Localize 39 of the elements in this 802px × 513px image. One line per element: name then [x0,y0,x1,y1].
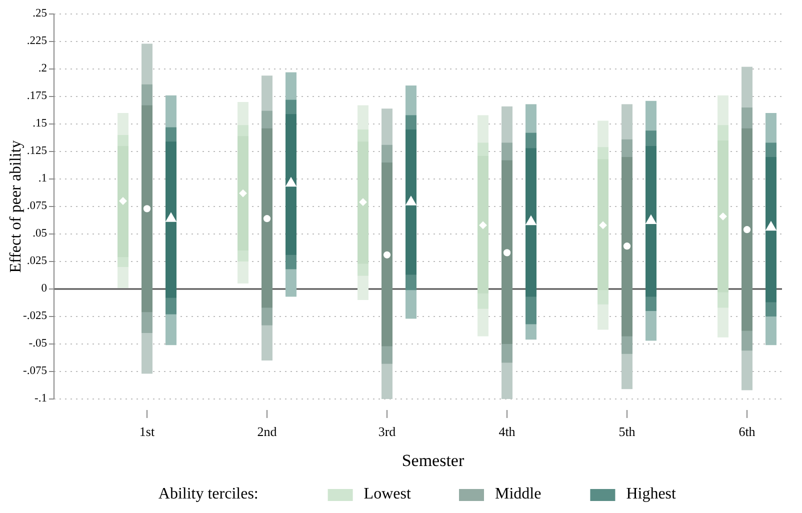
y-tick-label: .125 [26,145,48,158]
bar [166,142,176,298]
bar [742,128,752,331]
y-tick-label: -.05 [28,338,48,350]
legend-label: Highest [626,486,677,503]
bar [766,157,776,302]
bar [526,148,536,297]
y-tick-label: -.1 [34,392,48,405]
bar [406,130,416,275]
x-tick-label: 3rd [378,424,396,439]
x-tick-label: 1st [139,424,155,439]
bar [622,157,632,336]
x-tick-label: 6th [738,424,756,439]
y-tick-label: 0 [41,282,48,295]
y-tick-label: .075 [26,200,48,212]
y-tick-label: -.025 [23,310,48,322]
bar [286,114,296,255]
legend-label: Middle [495,486,542,503]
bar [502,160,512,344]
y-tick-label: -.075 [23,365,48,378]
x-tick-label: 5th [618,424,636,439]
y-axis-title: Effect of peer ability [8,140,25,273]
bar [382,162,392,346]
bar [142,105,152,312]
y-tick-label: .15 [32,118,48,130]
y-tick-label: .25 [32,8,48,20]
y-tick-label: .05 [32,228,48,240]
legend-label: Lowest [364,486,412,503]
bar [262,128,272,308]
x-axis-title: Semester [402,451,464,470]
y-tick-label: .2 [38,62,48,75]
y-tick-label: .175 [26,90,48,102]
bar [646,146,656,297]
y-tick-label: .025 [26,255,48,268]
legend-title: Ability terciles: [158,486,258,503]
y-tick-label: .225 [26,35,48,48]
x-tick-label: 4th [498,424,516,439]
x-tick-label: 2nd [257,424,278,439]
y-tick-label: .1 [38,172,48,185]
